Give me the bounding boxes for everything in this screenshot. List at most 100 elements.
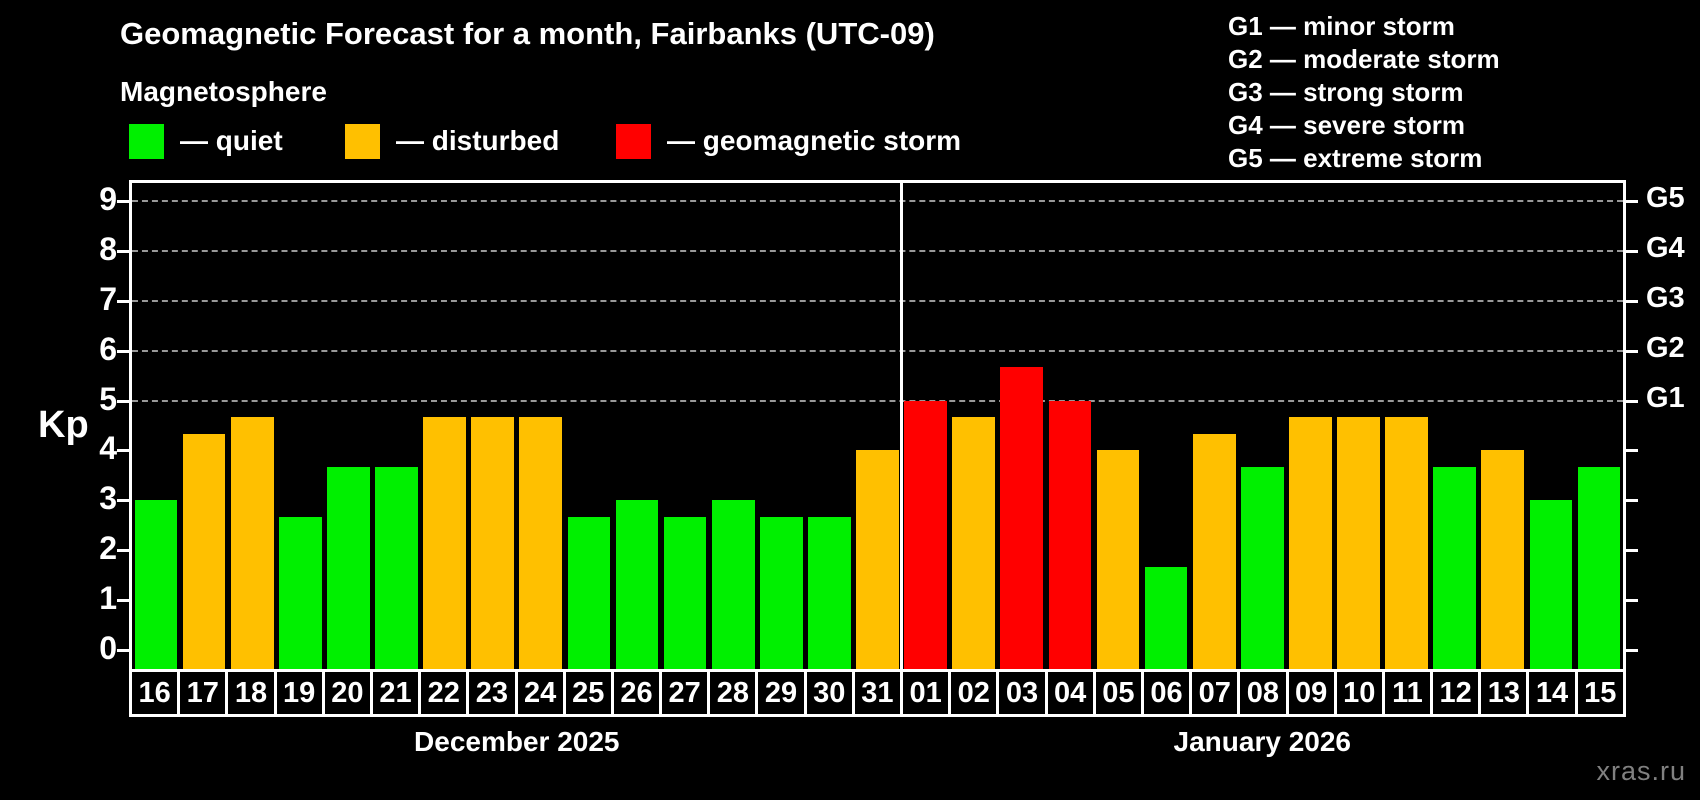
y-axis-label: Kp	[38, 404, 89, 446]
y-tick-right	[1626, 599, 1638, 603]
day-label-04: 04	[1048, 672, 1096, 714]
g-legend-line-g5: G5 — extreme storm	[1228, 143, 1483, 173]
y-tick-label-8: 8	[99, 230, 117, 267]
kp-bar-11	[1385, 417, 1428, 669]
kp-bar-04	[1048, 400, 1092, 669]
kp-bar-01	[904, 400, 947, 669]
kp-bar-19	[278, 516, 322, 669]
day-label-08: 08	[1240, 672, 1289, 714]
day-label-26: 26	[614, 672, 663, 714]
legend-label-disturbed: — disturbed	[396, 125, 560, 156]
g-level-label-g4: G4	[1646, 231, 1685, 264]
y-tick-right	[1626, 249, 1638, 253]
day-label-24: 24	[518, 672, 566, 714]
y-tick-right	[1626, 499, 1638, 503]
plot-area	[129, 180, 1626, 669]
y-tick-left	[117, 449, 129, 453]
day-label-21: 21	[373, 672, 422, 714]
watermark: xras.ru	[1596, 756, 1686, 786]
kp-bar-08	[1240, 466, 1284, 669]
day-label-11: 11	[1385, 672, 1434, 714]
g-level-label-g1: G1	[1646, 381, 1685, 414]
kp-bar-28	[711, 500, 755, 669]
kp-bar-21	[375, 466, 418, 669]
kp-bar-10	[1337, 417, 1380, 669]
day-label-16: 16	[129, 672, 181, 714]
month-label-december-2025: December 2025	[414, 726, 620, 757]
y-tick-left	[117, 399, 129, 403]
kp-bar-05	[1096, 450, 1140, 669]
day-label-30: 30	[807, 672, 855, 714]
day-label-03: 03	[999, 672, 1048, 714]
y-tick-right	[1626, 200, 1638, 203]
disturbed-swatch-icon	[345, 123, 380, 159]
y-tick-label-9: 9	[99, 181, 117, 217]
legend-item-storm: — geomagnetic storm	[616, 122, 961, 160]
month-separator	[900, 183, 904, 669]
kp-bar-02	[952, 417, 996, 669]
day-label-09: 09	[1289, 672, 1337, 714]
kp-bar-18	[230, 417, 274, 669]
y-tick-left	[117, 249, 129, 253]
y-tick-label-6: 6	[99, 330, 117, 367]
y-tick-left	[117, 649, 129, 652]
gridline-kp-6	[132, 349, 1623, 352]
day-label-02: 02	[951, 672, 1000, 714]
y-tick-label-7: 7	[99, 280, 117, 317]
quiet-swatch-icon	[129, 123, 164, 159]
day-label-31: 31	[855, 672, 903, 714]
kp-bar-15	[1577, 466, 1621, 669]
day-label-23: 23	[469, 672, 518, 714]
y-tick-label-1: 1	[99, 580, 117, 617]
y-tick-left	[117, 599, 129, 603]
kp-bar-30	[808, 516, 851, 669]
y-tick-left	[117, 299, 129, 303]
day-label-18: 18	[228, 672, 277, 714]
g-legend-line-g2: G2 — moderate storm	[1228, 44, 1500, 74]
kp-bar-03	[1000, 367, 1044, 669]
legend-item-quiet: — quiet	[129, 122, 283, 160]
y-tick-left	[117, 200, 129, 203]
kp-bar-24	[519, 417, 563, 669]
y-tick-left	[117, 349, 129, 353]
y-tick-right	[1626, 349, 1638, 353]
kp-bar-17	[182, 433, 226, 669]
legend-label-storm: — geomagnetic storm	[667, 125, 962, 156]
day-label-22: 22	[421, 672, 470, 714]
legend-item-disturbed: — disturbed	[345, 122, 559, 160]
y-tick-right	[1626, 549, 1638, 553]
kp-bar-27	[663, 516, 707, 669]
day-label-27: 27	[662, 672, 711, 714]
y-tick-left	[117, 549, 129, 553]
kp-bar-31	[856, 450, 899, 669]
g-legend-line-g1: G1 — minor storm	[1228, 11, 1455, 41]
day-label-10: 10	[1337, 672, 1385, 714]
kp-bar-25	[567, 516, 611, 669]
y-tick-label-5: 5	[99, 380, 117, 417]
kp-bar-14	[1529, 500, 1573, 669]
day-label-01: 01	[903, 672, 952, 714]
day-label-29: 29	[758, 672, 807, 714]
g-legend-line-g4: G4 — severe storm	[1228, 110, 1466, 140]
day-label-17: 17	[180, 672, 229, 714]
day-label-06: 06	[1144, 672, 1193, 714]
y-tick-right	[1626, 649, 1638, 652]
day-label-12: 12	[1433, 672, 1482, 714]
chart-subtitle: Magnetosphere	[120, 76, 327, 107]
gridline-kp-9	[132, 200, 1623, 202]
kp-bar-06	[1144, 566, 1188, 669]
y-tick-right	[1626, 399, 1638, 403]
y-tick-label-0: 0	[99, 630, 117, 666]
kp-bar-20	[327, 466, 370, 669]
g-legend-line-g3: G3 — strong storm	[1228, 77, 1464, 107]
kp-bar-13	[1481, 450, 1525, 669]
legend-label-quiet: — quiet	[180, 125, 283, 156]
chart-title: Geomagnetic Forecast for a month, Fairba…	[120, 16, 935, 51]
y-tick-left	[117, 499, 129, 503]
kp-bar-23	[471, 417, 515, 669]
kp-bar-16	[134, 500, 178, 669]
y-tick-label-4: 4	[99, 430, 117, 467]
day-label-05: 05	[1096, 672, 1144, 714]
day-label-19: 19	[277, 672, 325, 714]
